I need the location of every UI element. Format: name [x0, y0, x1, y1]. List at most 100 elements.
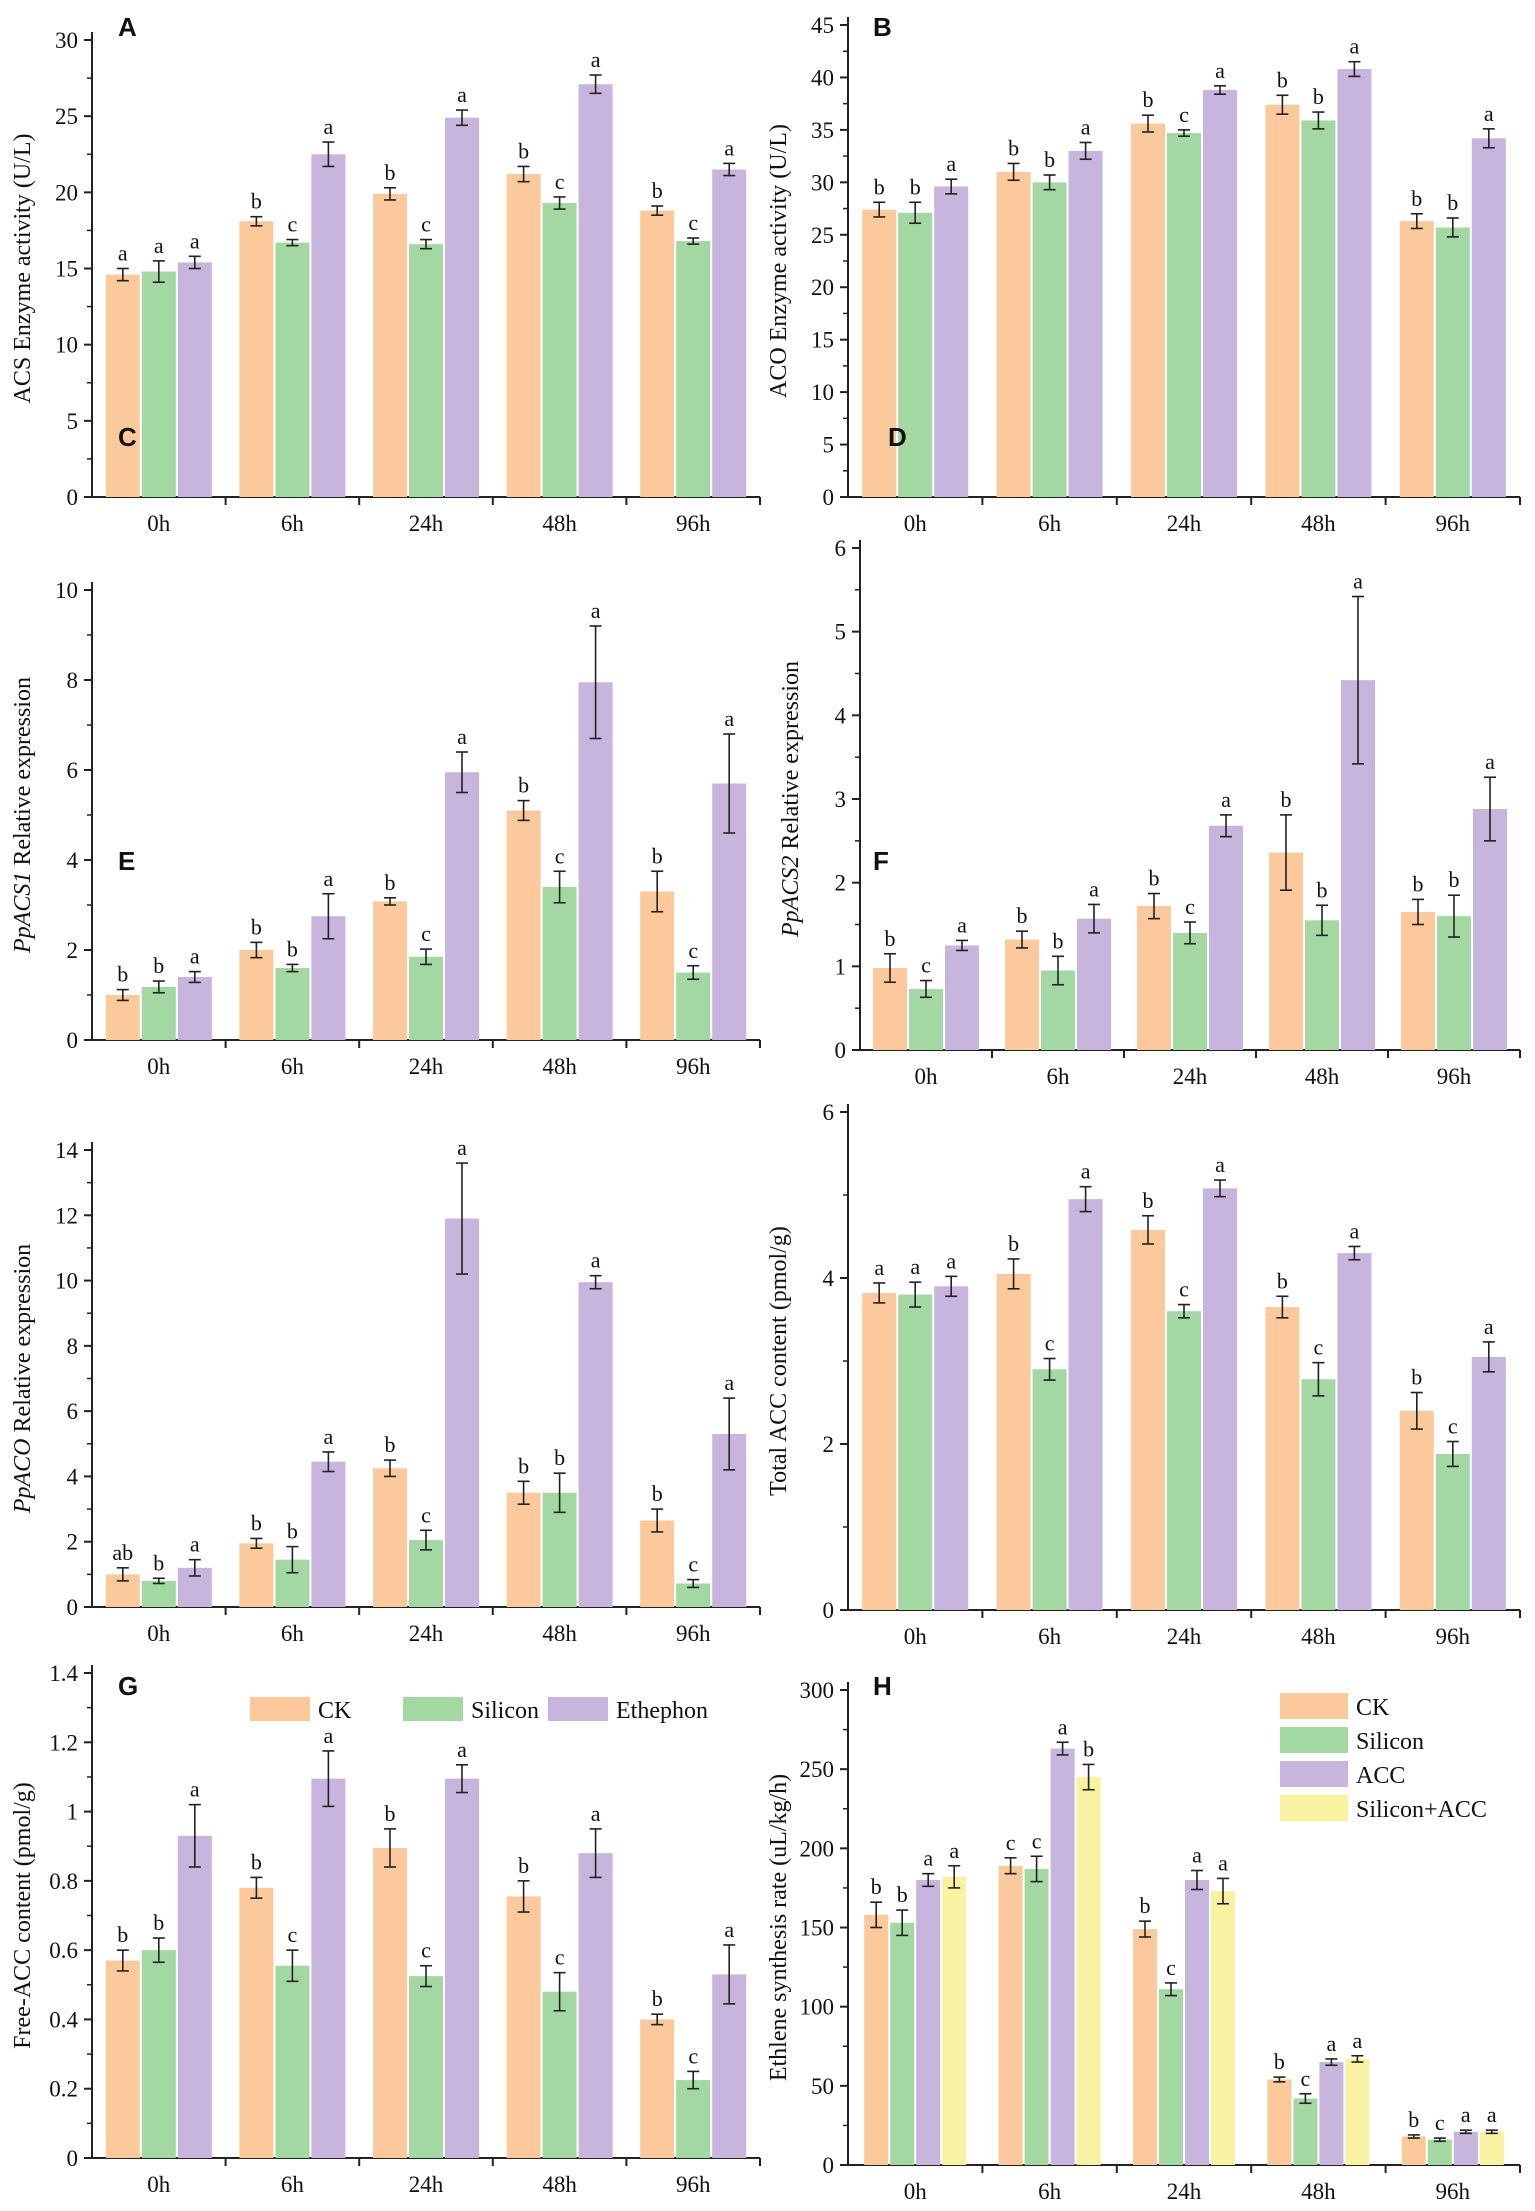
significance-letter: b	[287, 936, 298, 961]
y-tick-label: 4	[835, 703, 847, 728]
significance-letter: a	[1327, 2031, 1337, 2056]
bar-ck	[640, 2019, 675, 2158]
significance-letter: b	[1449, 867, 1460, 892]
x-tick-label: 0h	[147, 1621, 171, 1646]
significance-letter: a	[1353, 569, 1363, 594]
y-tick-label: 10	[55, 333, 78, 358]
legend: CK Silicon Ethephon	[250, 1697, 708, 1724]
y-tick-label: 250	[800, 1757, 835, 1782]
bar-ck	[1267, 2079, 1292, 2165]
significance-letter: a	[949, 1838, 959, 1863]
bar-ck	[996, 1273, 1031, 1610]
significance-letter: c	[555, 843, 565, 868]
x-tick-label: 24h	[409, 1054, 444, 1079]
bar-silicon	[141, 271, 176, 497]
significance-letter: c	[555, 1945, 565, 1970]
x-tick-label: 24h	[1167, 1624, 1202, 1649]
significance-letter: a	[1487, 2102, 1497, 2127]
significance-letter: c	[688, 2043, 698, 2068]
x-tick-label: 24h	[1167, 2179, 1202, 2204]
y-tick-label: 20	[811, 275, 834, 300]
significance-letter: b	[897, 1882, 908, 1907]
bar-ck	[1401, 911, 1435, 1050]
bar-ck	[1137, 906, 1171, 1050]
x-tick-label: 96h	[1437, 1064, 1472, 1089]
x-tick-label: 48h	[1301, 1624, 1336, 1649]
y-tick-label: 0	[823, 1598, 835, 1623]
significance-letter: a	[724, 1370, 734, 1395]
bar-ethephon	[445, 117, 479, 497]
significance-letter: a	[324, 866, 334, 891]
significance-letter: b	[652, 1481, 663, 1506]
significance-letter: a	[1058, 1714, 1068, 1739]
bar-silicon	[409, 1540, 443, 1607]
y-tick-label: 0.8	[49, 1869, 78, 1894]
bar-silicon	[275, 1965, 310, 2158]
y-tick-label: 6	[67, 1399, 79, 1424]
x-tick-label: 48h	[542, 511, 577, 536]
bar-ethephon	[934, 1286, 969, 1610]
y-tick-label: 1	[835, 954, 847, 979]
bar-siliconacc	[1479, 2131, 1504, 2165]
significance-letter: c	[421, 1502, 431, 1527]
x-tick-label: 0h	[904, 511, 928, 536]
significance-letter: b	[1277, 1268, 1288, 1293]
y-tick-label: 6	[67, 758, 79, 783]
y-axis-label: Ethlene synthesis rate (uL/kg/h)	[766, 1774, 792, 2081]
bar-ethephon	[712, 169, 747, 497]
significance-letter: b	[251, 914, 262, 939]
bar-ethephon	[945, 945, 979, 1050]
bar-silicon	[141, 1950, 176, 2158]
bar-ethephon	[177, 1835, 212, 2158]
bar-ck	[105, 995, 140, 1040]
x-tick-label: 48h	[1301, 511, 1336, 536]
y-tick-label: 3	[835, 787, 847, 812]
significance-letter: a	[457, 82, 467, 107]
bar-ethephon	[445, 1218, 479, 1607]
bar-silicon	[542, 1991, 577, 2158]
significance-letter: a	[923, 1846, 933, 1871]
y-tick-label: 15	[811, 328, 834, 353]
y-axis-label: Total ACC content (pmol/g)	[766, 1226, 792, 1496]
significance-letter: b	[251, 1849, 262, 1874]
bar-ethephon	[1068, 1199, 1103, 1610]
bar-ethephon	[1471, 138, 1506, 497]
y-tick-label: 20	[55, 180, 78, 205]
bar-siliconacc	[1076, 1777, 1101, 2165]
bar-acc	[1185, 1880, 1209, 2165]
bar-ck	[373, 901, 407, 1040]
significance-letter: b	[554, 1445, 565, 1470]
bar-acc	[1050, 1748, 1075, 2165]
bar-ethephon	[712, 1974, 747, 2158]
bar-ethephon	[1077, 918, 1111, 1050]
significance-letter: a	[1353, 2028, 1363, 2053]
significance-letter: c	[421, 921, 431, 946]
y-tick-label: 0.4	[49, 2007, 78, 2032]
bar-ck	[640, 891, 675, 1040]
y-axis-label: Free-ACC content (pmol/g)	[10, 1782, 36, 2049]
significance-letter: a	[190, 1532, 200, 1557]
bar-silicon	[542, 202, 577, 497]
x-tick-label: 6h	[1038, 511, 1062, 536]
bar-ethephon	[1471, 1356, 1506, 1610]
bar-silicon	[1437, 916, 1471, 1050]
bar-silicon	[1167, 1311, 1201, 1610]
bar-ethephon	[1337, 1253, 1372, 1610]
x-tick-label: 6h	[1047, 1064, 1071, 1089]
gene-name: PpACS1	[10, 872, 36, 954]
significance-letter: b	[1313, 84, 1324, 109]
y-axis-label: PpACO Relative expression	[10, 1244, 36, 1514]
x-tick-label: 48h	[542, 1054, 577, 1079]
bar-silicon	[898, 1294, 933, 1610]
significance-letter: a	[1215, 58, 1225, 83]
bar-silicon	[676, 241, 711, 497]
significance-letter: a	[1350, 34, 1360, 59]
x-tick-label: 6h	[281, 1621, 305, 1646]
legend-label: Ethephon	[616, 1698, 708, 1724]
significance-letter: a	[957, 912, 967, 937]
y-tick-label: 5	[835, 620, 847, 645]
y-tick-label: 10	[55, 578, 78, 603]
y-tick-label: 0.2	[49, 2077, 78, 2102]
x-tick-label: 0h	[147, 2172, 171, 2197]
